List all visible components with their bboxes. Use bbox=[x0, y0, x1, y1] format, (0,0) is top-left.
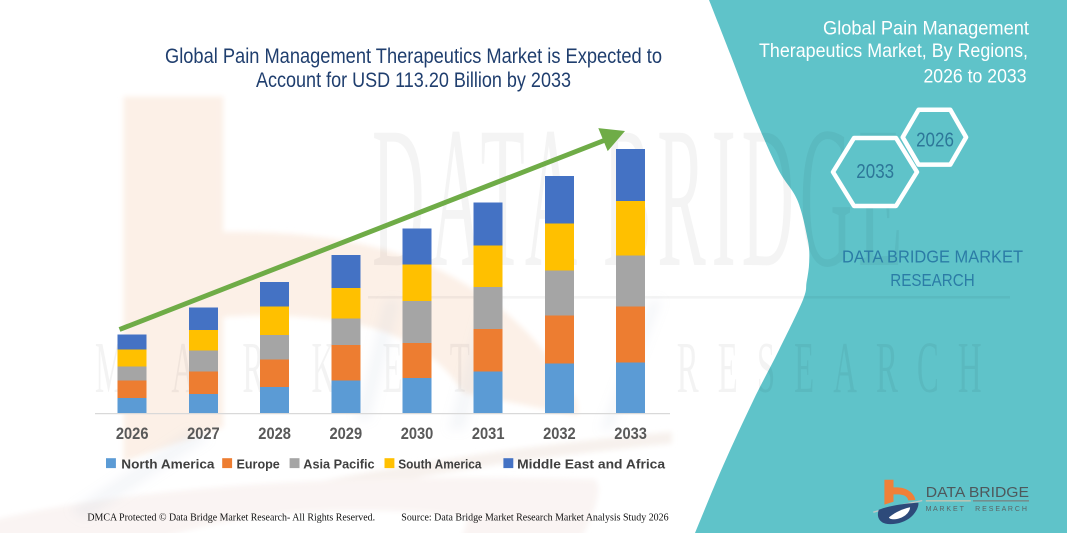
svg-text:Global Pain Management: Global Pain Management bbox=[823, 18, 1030, 40]
svg-text:North America: North America bbox=[121, 456, 215, 471]
svg-text:Europe: Europe bbox=[237, 456, 280, 471]
svg-text:Account for USD 113.20 Billion: Account for USD 113.20 Billion by 2033 bbox=[256, 69, 571, 92]
svg-text:Therapeutics Market, By Region: Therapeutics Market, By Regions, bbox=[759, 40, 1028, 62]
svg-text:Asia Pacific: Asia Pacific bbox=[303, 456, 374, 471]
svg-text:2026: 2026 bbox=[916, 130, 954, 152]
svg-text:RESEARCH: RESEARCH bbox=[677, 329, 1001, 409]
svg-text:2033: 2033 bbox=[614, 425, 647, 443]
svg-text:South America: South America bbox=[398, 456, 482, 471]
svg-text:DATA BRIDGE: DATA BRIDGE bbox=[926, 484, 1029, 501]
svg-text:MARKET: MARKET bbox=[95, 329, 517, 409]
svg-text:R E S E A R C H: R E S E A R C H bbox=[975, 504, 1027, 513]
svg-text:2033: 2033 bbox=[856, 161, 894, 183]
svg-text:2030: 2030 bbox=[401, 425, 434, 443]
svg-text:RESEARCH: RESEARCH bbox=[890, 270, 974, 290]
svg-text:Global Pain Management Therape: Global Pain Management Therapeutics Mark… bbox=[165, 45, 662, 68]
svg-text:DATA BRIDGE MARKET: DATA BRIDGE MARKET bbox=[842, 246, 1023, 266]
svg-text:2026: 2026 bbox=[116, 425, 149, 443]
svg-text:Source: Data Bridge Market Res: Source: Data Bridge Market Research Mark… bbox=[401, 512, 669, 524]
svg-text:2027: 2027 bbox=[187, 425, 220, 443]
svg-text:2026 to 2033: 2026 to 2033 bbox=[924, 66, 1027, 88]
svg-text:2032: 2032 bbox=[543, 425, 576, 443]
svg-text:Middle East and Africa: Middle East and Africa bbox=[517, 456, 666, 471]
svg-text:DMCA Protected © Data Bridge M: DMCA Protected © Data Bridge Market Rese… bbox=[87, 512, 375, 524]
svg-text:2028: 2028 bbox=[258, 425, 291, 443]
svg-text:2029: 2029 bbox=[330, 425, 363, 443]
svg-text:2031: 2031 bbox=[472, 425, 505, 443]
svg-text:M A R K E T: M A R K E T bbox=[926, 504, 965, 513]
